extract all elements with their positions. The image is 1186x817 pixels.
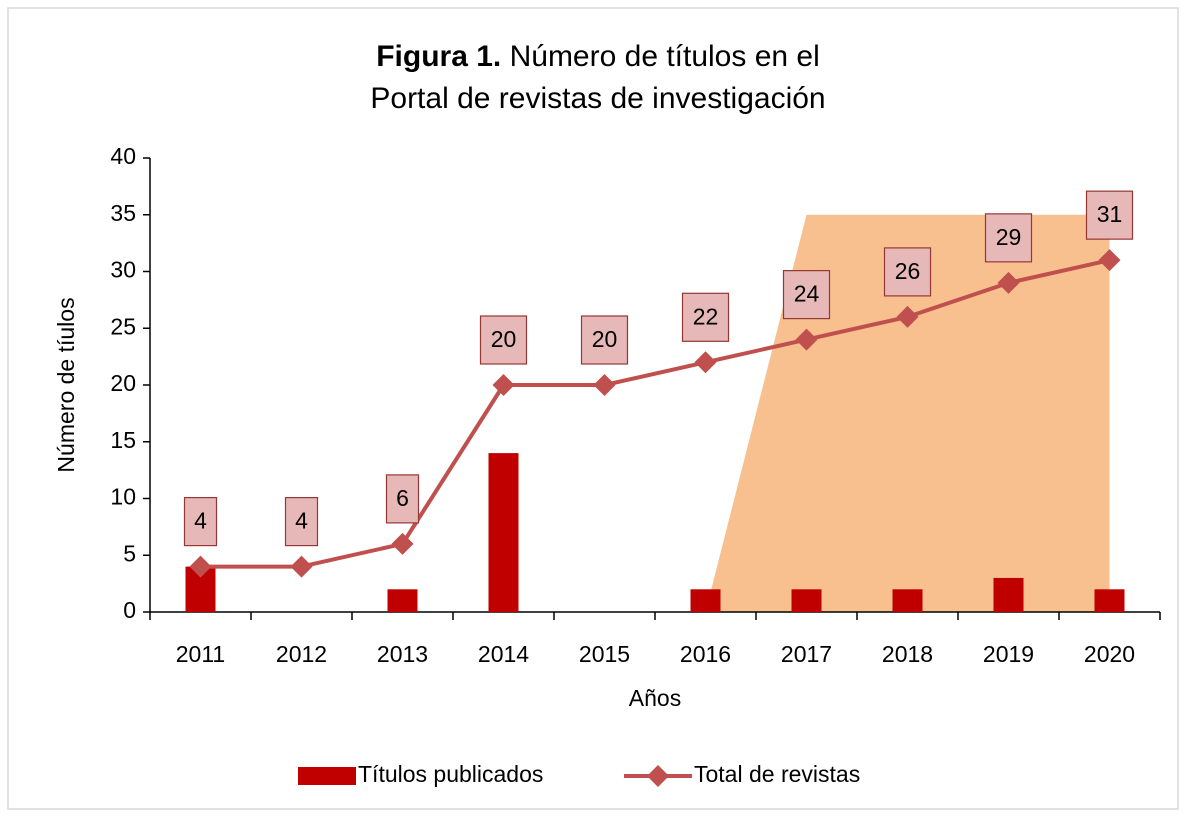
x-tick-label: 2017 xyxy=(781,641,832,667)
data-label-box xyxy=(479,315,528,365)
x-tick-label: 2013 xyxy=(377,641,428,667)
data-label: 24 xyxy=(794,281,820,307)
marker xyxy=(189,555,212,578)
marker xyxy=(492,374,515,396)
marker xyxy=(290,555,313,578)
x-tick-label: 2012 xyxy=(276,641,327,667)
data-label-box xyxy=(580,315,629,365)
bar xyxy=(387,589,418,612)
bar xyxy=(892,589,923,612)
y-tick-label: 15 xyxy=(110,427,136,453)
data-label-box xyxy=(385,474,420,524)
y-tick-label: 0 xyxy=(123,597,136,623)
data-label-box xyxy=(1085,190,1134,240)
data-label: 29 xyxy=(996,224,1022,250)
title-line: Número de títulos en el xyxy=(510,40,820,73)
y-tick-label: 30 xyxy=(110,257,136,283)
marker xyxy=(593,374,616,396)
marker xyxy=(1098,249,1121,272)
legend-label: Títulos publicados xyxy=(358,761,543,787)
x-tick-label: 2018 xyxy=(882,641,933,667)
data-label: 20 xyxy=(491,326,517,352)
marker xyxy=(694,351,717,374)
data-label: 26 xyxy=(895,258,921,284)
x-tick-label: 2016 xyxy=(680,641,731,667)
data-label-box xyxy=(883,247,932,297)
data-label: 31 xyxy=(1097,201,1123,227)
x-axis-label: Años xyxy=(629,685,681,711)
legend-swatch xyxy=(298,767,356,785)
marker xyxy=(896,305,919,328)
data-label: 6 xyxy=(396,485,409,511)
y-axis-label: Número de tíulos xyxy=(53,297,79,472)
x-tick-label: 2014 xyxy=(478,641,529,667)
y-tick-label: 20 xyxy=(110,370,136,396)
legend-marker xyxy=(647,765,669,787)
x-tick-label: 2020 xyxy=(1084,641,1135,667)
marker xyxy=(997,271,1020,294)
x-tick-label: 2015 xyxy=(579,641,630,667)
line xyxy=(200,258,1110,569)
x-tick-label: 2019 xyxy=(983,641,1034,667)
bar xyxy=(791,589,822,612)
data-label-box xyxy=(284,497,319,547)
data-label-box xyxy=(681,292,730,342)
data-label-box xyxy=(782,270,831,320)
data-label: 4 xyxy=(194,508,207,534)
y-tick-label: 5 xyxy=(123,540,136,566)
chart-title: Figura 1. Número de títulos en el xyxy=(376,40,820,73)
bar xyxy=(1094,589,1125,612)
data-label: 4 xyxy=(295,508,308,534)
y-tick-label: 40 xyxy=(110,143,136,169)
data-label: 22 xyxy=(693,303,719,329)
data-label-box xyxy=(984,213,1033,263)
bar xyxy=(690,589,721,612)
bar xyxy=(488,453,519,612)
marker xyxy=(795,328,818,351)
bar xyxy=(993,577,1024,612)
data-label: 20 xyxy=(592,326,618,352)
title-line: Portal de revistas de investigación xyxy=(370,82,825,115)
y-tick-label: 35 xyxy=(110,200,136,226)
legend-label: Total de revistas xyxy=(694,761,860,787)
marker xyxy=(391,532,414,555)
x-tick-label: 2011 xyxy=(176,641,225,667)
data-label-box xyxy=(183,497,218,547)
title-prefix: Figura 1. xyxy=(376,40,501,73)
y-tick-label: 25 xyxy=(110,313,136,339)
y-tick-label: 10 xyxy=(110,484,136,510)
